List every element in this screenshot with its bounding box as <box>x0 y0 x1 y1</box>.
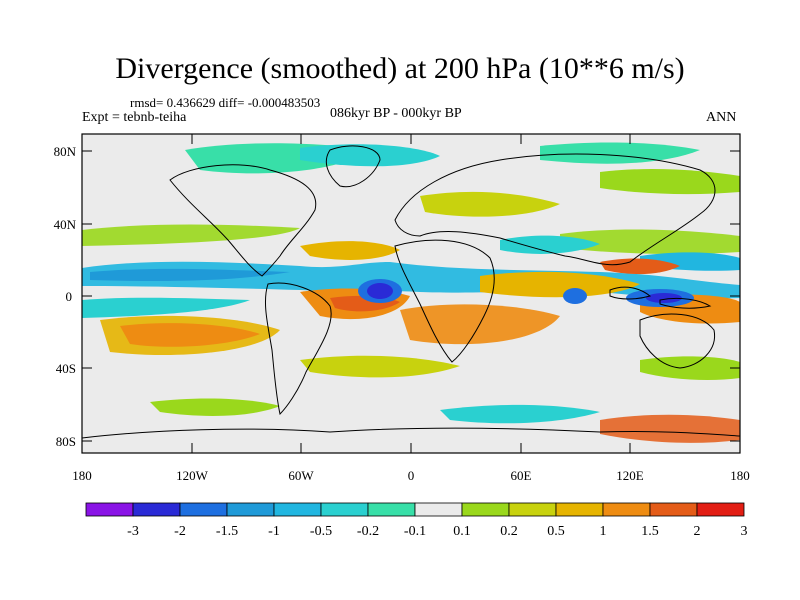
coastlines <box>82 145 740 439</box>
colorbar-label: 1.5 <box>641 524 659 539</box>
colorbar-swatch <box>367 502 416 517</box>
lat-label-80n: 80N <box>54 144 77 159</box>
colorbar-label: -0.5 <box>310 524 332 539</box>
colorbar-swatch <box>226 502 275 517</box>
colorbar-label: 0.5 <box>547 524 565 539</box>
lon-label-60w: 60W <box>288 468 314 483</box>
colorbar-label: -0.2 <box>357 524 379 539</box>
lon-label-120w: 120W <box>176 468 209 483</box>
rmsd-diff-stats: rmsd= 0.436629 diff= -0.000483503 <box>130 95 321 110</box>
lon-label-180e: 180 <box>730 468 750 483</box>
map-title: Divergence (smoothed) at 200 hPa (10**6 … <box>115 52 685 85</box>
colorbar-swatch <box>320 502 369 517</box>
colorbar: -3 -2 -1.5 -1 -0.5 -0.2 -0.1 0.1 0.2 0.5 1 1.5 2 3 <box>85 502 748 539</box>
colorbar-swatch <box>179 502 228 517</box>
colorbar-label: -3 <box>127 524 139 539</box>
colorbar-swatch <box>85 502 134 517</box>
colorbar-swatch <box>696 502 745 517</box>
colorbar-label: 2 <box>694 524 701 539</box>
colorbar-label: -1 <box>268 524 280 539</box>
colorbar-swatch <box>414 502 463 517</box>
colorbar-label: 1 <box>600 524 607 539</box>
colorbar-label: 3 <box>741 524 748 539</box>
lat-label-40s: 40S <box>56 361 76 376</box>
experiment-label: Expt = tebnb-teiha <box>82 110 187 125</box>
lon-label-180w: 180 <box>72 468 92 483</box>
lat-ticks <box>82 150 740 442</box>
colorbar-label: -2 <box>174 524 186 539</box>
period-label: 086kyr BP - 000kyr BP <box>330 106 462 121</box>
lon-label-60e: 60E <box>511 468 532 483</box>
colorbar-label: -1.5 <box>216 524 238 539</box>
lon-ticks <box>81 134 741 453</box>
lat-label-0: 0 <box>66 289 73 304</box>
colorbar-label: 0.2 <box>500 524 518 539</box>
lon-label-0: 0 <box>408 468 415 483</box>
colorbar-swatch <box>649 502 698 517</box>
colorbar-swatch <box>132 502 181 517</box>
colorbar-swatch <box>273 502 322 517</box>
colorbar-swatch <box>508 502 557 517</box>
divergence-contours <box>82 142 740 443</box>
lat-label-40n: 40N <box>54 217 77 232</box>
lon-label-120e: 120E <box>616 468 644 483</box>
colorbar-label: -0.1 <box>404 524 426 539</box>
colorbar-label: 0.1 <box>453 524 471 539</box>
colorbar-swatch <box>602 502 651 517</box>
colorbar-swatch <box>555 502 604 517</box>
season-label: ANN <box>706 110 737 125</box>
lat-label-80s: 80S <box>56 434 76 449</box>
colorbar-swatch <box>461 502 510 517</box>
